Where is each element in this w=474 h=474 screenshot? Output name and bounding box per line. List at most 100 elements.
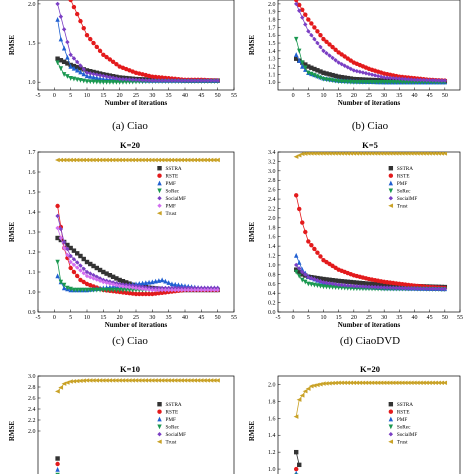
data-point-PMF [55, 466, 60, 472]
legend-marker [157, 409, 162, 414]
data-point-RSTE [143, 291, 148, 297]
data-point-RSTE [327, 42, 332, 47]
data-point-SocialMF [315, 40, 320, 46]
data-point-RSTE [130, 291, 135, 296]
data-point-Trust [296, 397, 302, 402]
legend-marker [388, 180, 394, 186]
data-point-RSTE [75, 11, 80, 17]
data-point-SSTRA [342, 75, 347, 80]
data-point-Trust [159, 157, 165, 163]
x-tick-label: 30 [149, 315, 155, 321]
data-point-RSTE [68, 265, 73, 271]
data-point-PMF [101, 279, 106, 285]
data-point-Trust [339, 380, 344, 385]
data-point-SocialMF [385, 285, 390, 290]
data-point-RSTE [140, 291, 145, 297]
data-point-Trust [354, 152, 360, 156]
data-point-PMF [137, 281, 142, 286]
data-point-PMF [81, 271, 86, 276]
data-point-SocialMF [403, 285, 408, 291]
data-point-PMF [153, 278, 158, 284]
x-tick-label: 0 [292, 315, 295, 321]
data-point-SoRec [375, 79, 381, 85]
data-point-PMF [182, 287, 188, 293]
data-point-SocialMF [97, 276, 103, 281]
legend-marker [388, 424, 394, 430]
data-point-Trust [305, 152, 311, 156]
legend-marker [388, 402, 394, 407]
legend-label: Trust [397, 204, 408, 210]
data-point-Trust [381, 380, 387, 385]
data-point-PMF [88, 73, 93, 79]
data-point-SoRec [130, 79, 135, 85]
y-tick-label: 0.2 [268, 301, 276, 307]
legend-marker [388, 432, 394, 437]
series-line-SocialMF [57, 215, 218, 289]
data-point-SoRec [388, 79, 393, 85]
data-point-SocialMF [439, 78, 444, 83]
x-tick-label: 50 [442, 315, 448, 321]
data-point-SoRec [385, 79, 390, 85]
data-point-SocialMF [397, 285, 402, 291]
data-point-Trust [175, 157, 181, 163]
data-point-PMF [137, 286, 142, 291]
data-point-SocialMF [159, 78, 165, 83]
data-point-PMF [297, 259, 302, 265]
x-tick-label: 35 [166, 315, 172, 321]
data-point-SocialMF [436, 286, 441, 292]
data-point-Trust [442, 380, 448, 385]
data-point-SoRec [369, 79, 375, 85]
y-tick-label: 0.0 [268, 310, 276, 316]
data-point-SocialMF [212, 78, 217, 83]
data-point-Trust [68, 379, 73, 384]
data-point-SSTRA [78, 66, 83, 71]
legend-label: PMF [166, 417, 176, 423]
data-point-SoRec [318, 75, 323, 81]
data-point-SSTRA [124, 280, 129, 285]
y-tick-label: 1.6 [268, 235, 276, 241]
data-point-PMF [169, 287, 175, 293]
data-point-PMF [81, 71, 86, 77]
y-tick-label: 2.0 [268, 216, 276, 222]
data-point-SoRec [71, 287, 77, 293]
data-point-Trust [333, 152, 338, 156]
legend-marker [157, 196, 162, 201]
data-point-Trust [372, 152, 378, 156]
x-tick-label: 0 [53, 93, 56, 99]
data-point-PMF [58, 235, 64, 241]
legend-marker [157, 432, 162, 437]
data-point-SoRec [342, 285, 347, 291]
data-point-SocialMF [55, 1, 60, 7]
data-point-SocialMF [205, 78, 211, 83]
data-point-RSTE [153, 291, 158, 296]
data-point-SocialMF [179, 78, 184, 83]
y-tick-label: 1.7 [268, 25, 276, 31]
data-point-PMF [91, 276, 96, 281]
data-point-RSTE [78, 18, 83, 24]
data-point-SSTRA [348, 76, 353, 81]
data-point-SSTRA [107, 273, 113, 278]
data-point-SocialMF [409, 77, 414, 82]
x-tick-label: 35 [396, 93, 402, 99]
x-tick-label: 5 [307, 93, 310, 99]
series-group [55, 0, 220, 85]
data-point-PMF [300, 63, 305, 69]
data-point-Trust [185, 157, 191, 163]
data-point-Trust [439, 152, 444, 156]
y-tick-label: 1.0 [28, 290, 36, 296]
data-point-SocialMF [153, 78, 158, 83]
legend-marker [157, 416, 162, 422]
data-point-Trust [123, 157, 129, 163]
data-point-SoRec [78, 77, 83, 83]
y-tick-label: 1.4 [268, 49, 276, 55]
data-point-Trust [430, 380, 435, 385]
data-point-Trust [87, 157, 93, 163]
data-point-SocialMF [127, 77, 132, 82]
x-tick-label: 0 [292, 93, 295, 99]
y-tick-label: 3.0 [28, 374, 36, 380]
data-point-SSTRA [61, 59, 67, 65]
data-point-SoRec [127, 79, 132, 85]
data-point-Trust [153, 378, 158, 383]
data-point-SocialMF [91, 273, 96, 278]
data-point-SSTRA [336, 74, 341, 79]
